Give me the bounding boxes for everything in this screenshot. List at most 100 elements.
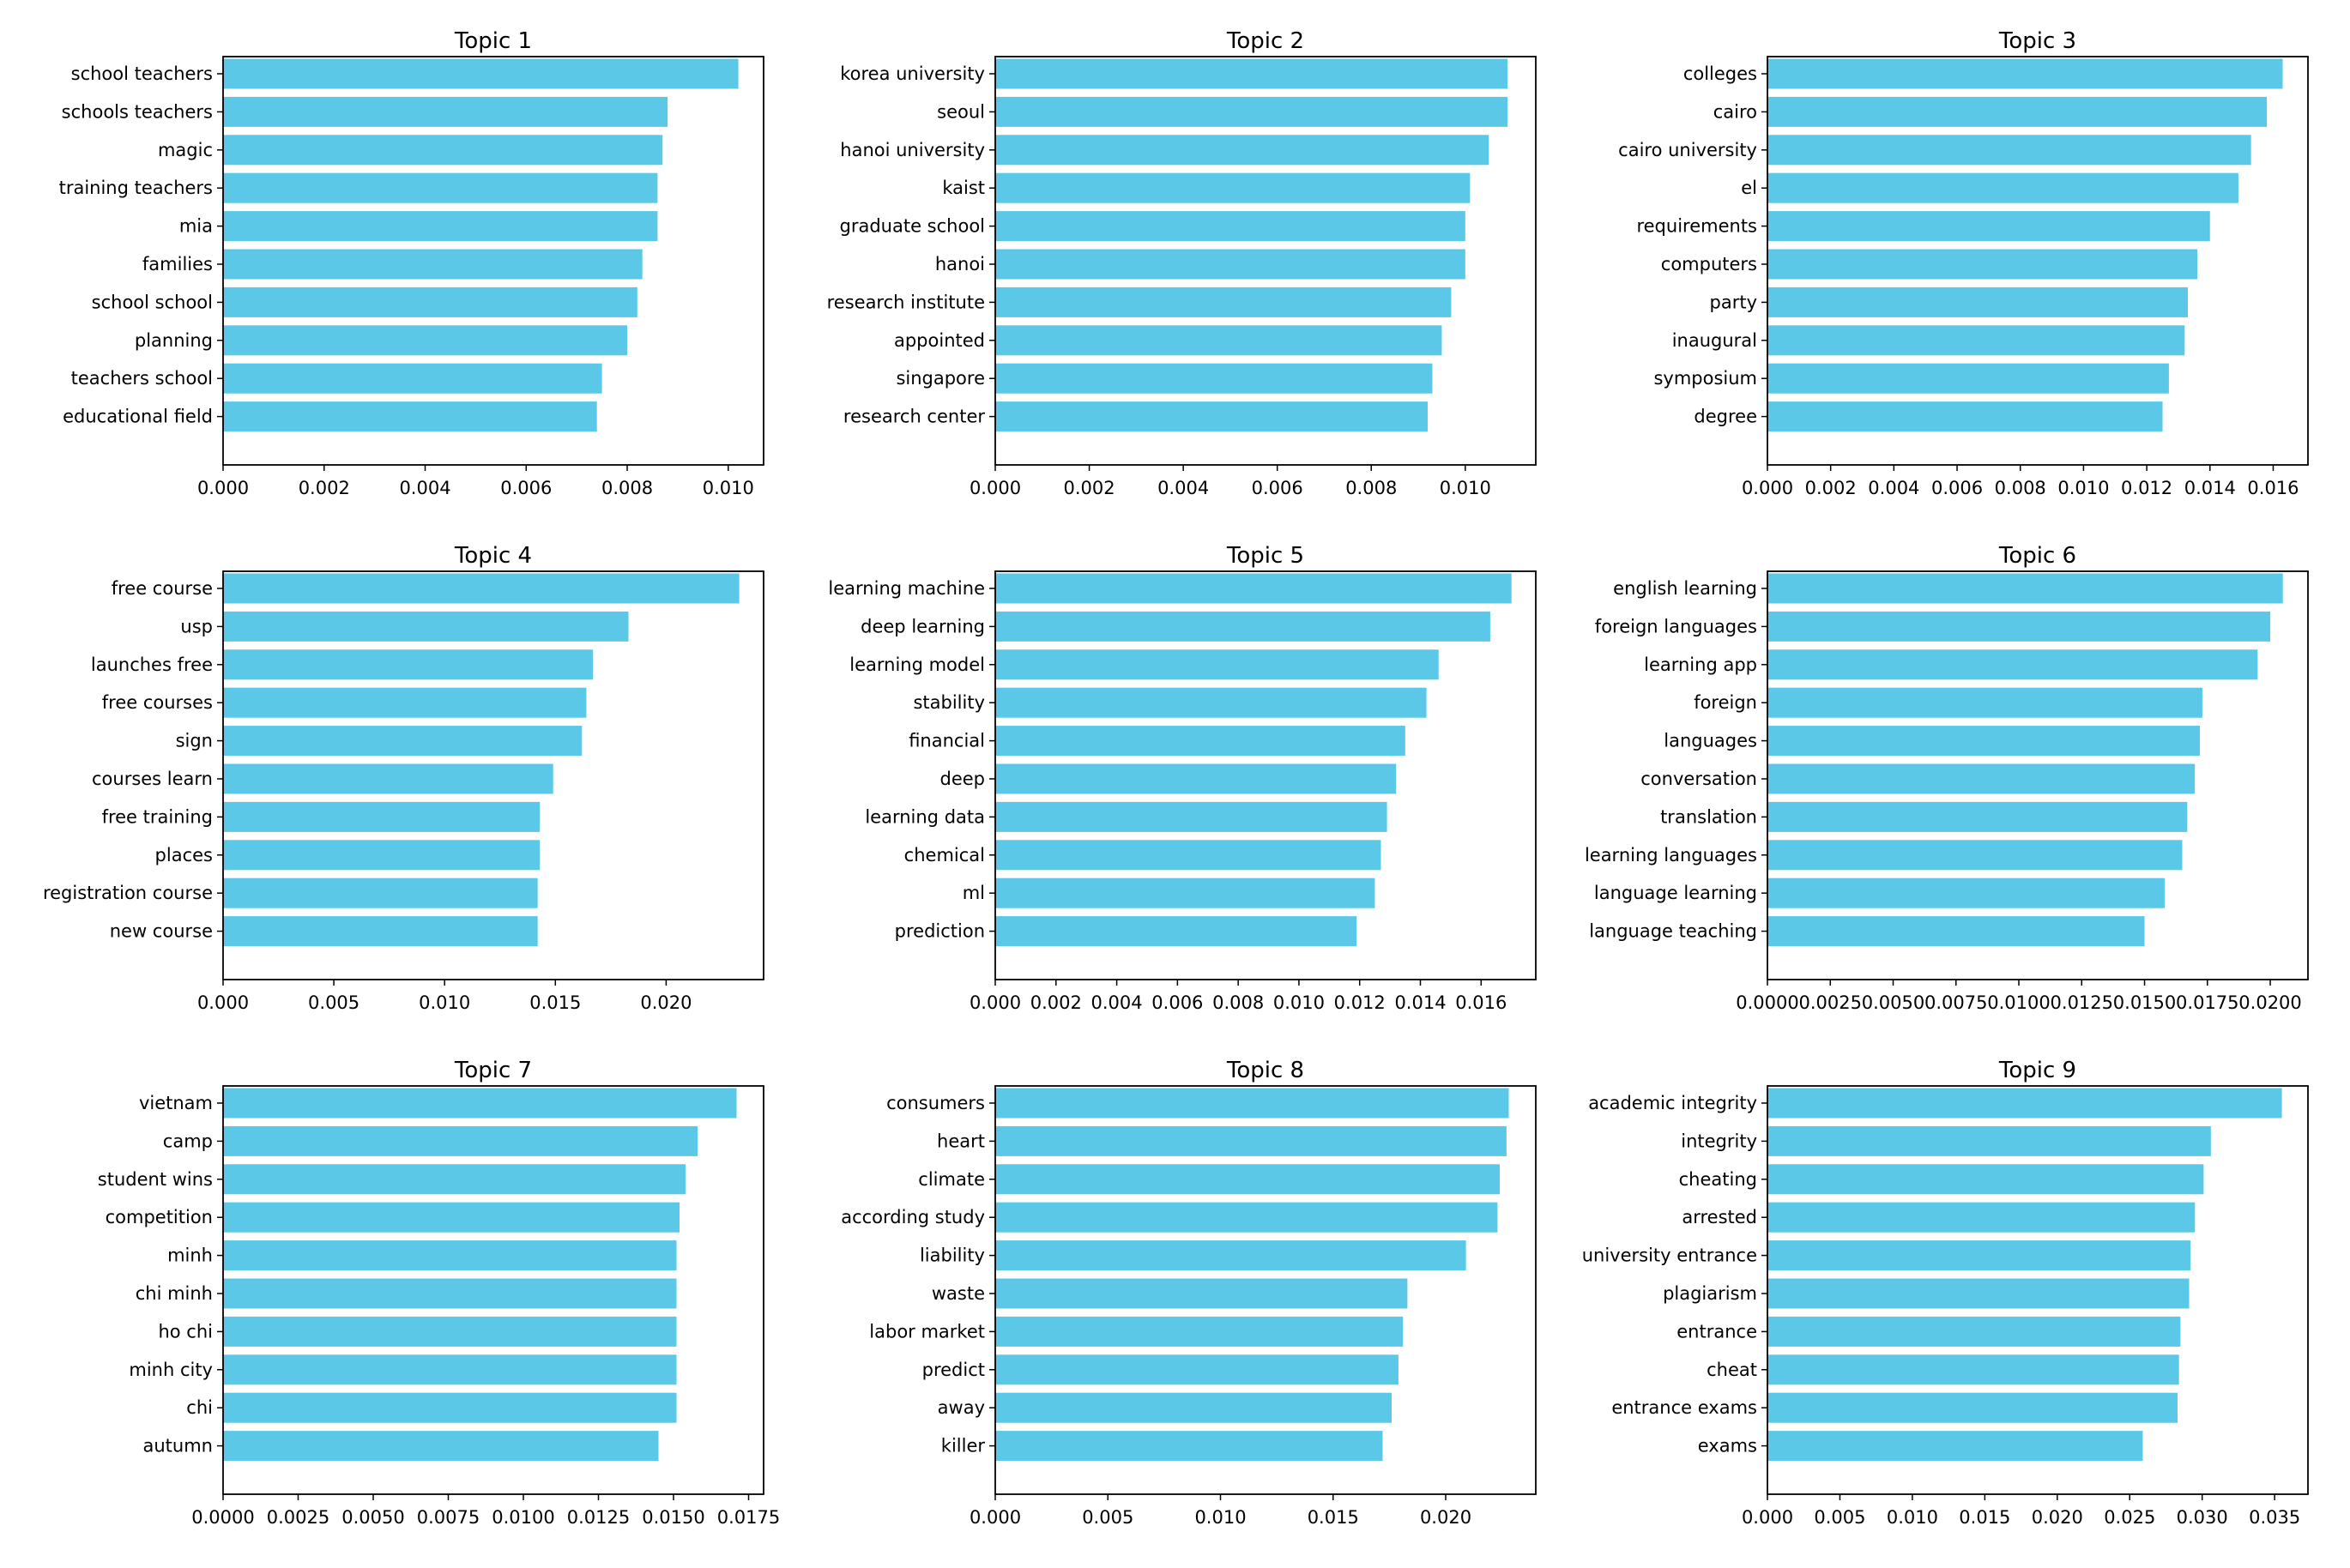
topic-6-category-label: languages xyxy=(1664,731,1757,751)
topic-1-bar xyxy=(223,401,597,432)
topic-9-category-label: entrance exams xyxy=(1611,1397,1757,1418)
topic-8-xtick-label: 0.010 xyxy=(1194,1507,1246,1528)
topic-7-bar xyxy=(223,1202,680,1233)
topic-9-bar xyxy=(1767,1240,2191,1271)
topic-9-category-label: university entrance xyxy=(1582,1245,1757,1266)
topic-2-category-label: appointed xyxy=(894,330,985,351)
topic-6-xtick-label: 0.0050 xyxy=(1862,992,1924,1013)
topic-1-chart: Topic 1 school teachers schools teachers ma… xyxy=(59,28,764,498)
topic-1-category-label: mia xyxy=(179,216,213,237)
topic-7-xtick-label: 0.0175 xyxy=(717,1507,780,1528)
topic-4-category-label: free course xyxy=(112,578,213,599)
topic-7-bar xyxy=(223,1240,677,1271)
topic-4-bar xyxy=(223,916,538,947)
topic-9-xtick-label: 0.025 xyxy=(2104,1507,2155,1528)
topic-9-category-label: cheat xyxy=(1707,1360,1757,1380)
topic-9-category-label: integrity xyxy=(1681,1131,1757,1151)
topic-1-bar xyxy=(223,249,643,280)
topic-5-xtick-label: 0.014 xyxy=(1394,992,1446,1013)
topic-2-bar xyxy=(995,172,1471,203)
topic-3-category-label: computers xyxy=(1661,254,1757,274)
topic-2-category-label: hanoi xyxy=(935,254,985,274)
topic-5-bar xyxy=(995,916,1357,947)
topic-9-bar xyxy=(1767,1164,2204,1195)
topic-3-category-label: colleges xyxy=(1683,63,1757,84)
topic-2-title: Topic 2 xyxy=(1226,28,1304,54)
topic-5-bar xyxy=(995,687,1427,718)
topic-3-category-label: degree xyxy=(1694,407,1757,427)
topic-4-category-label: sign xyxy=(176,731,213,751)
topic-1-bar xyxy=(223,58,739,89)
topic-9-xtick-label: 0.000 xyxy=(1742,1507,1793,1528)
topic-2-bar xyxy=(995,286,1452,317)
topic-7-category-label: camp xyxy=(163,1131,213,1151)
topic-8-category-label: away xyxy=(938,1397,985,1418)
topic-1-category-label: school teachers xyxy=(71,63,213,84)
topic-7-bar xyxy=(223,1431,659,1462)
topic-7-bar xyxy=(223,1125,698,1156)
topic-8-xtick-label: 0.020 xyxy=(1420,1507,1471,1528)
topic-9-bar xyxy=(1767,1431,2143,1462)
topic-8-title: Topic 8 xyxy=(1226,1058,1304,1083)
topic-6-xtick-label: 0.0125 xyxy=(2051,992,2113,1013)
topic-9-xtick-label: 0.005 xyxy=(1814,1507,1865,1528)
topic-4-title: Topic 4 xyxy=(454,543,532,569)
topic-1-xtick-label: 0.000 xyxy=(197,478,249,498)
topic-6-bar xyxy=(1767,801,2188,832)
topic-6-xtick-label: 0.0000 xyxy=(1736,992,1798,1013)
topic-5-xtick-label: 0.008 xyxy=(1212,992,1264,1013)
topic-6-xtick-label: 0.0100 xyxy=(1987,992,2050,1013)
topic-5-bar xyxy=(995,763,1397,794)
topic-1-xtick-label: 0.006 xyxy=(500,478,552,498)
topic-9-category-label: entrance xyxy=(1676,1321,1757,1342)
topic-7-bar xyxy=(223,1354,677,1385)
topic-8-bar xyxy=(995,1240,1466,1271)
topic-4-chart: Topic 4 free course usp launches free free c… xyxy=(43,543,764,1013)
topic-8-chart: Topic 8 consumers heart climate according st… xyxy=(841,1058,1537,1528)
topic-9-bar xyxy=(1767,1316,2181,1347)
topic-6-bar xyxy=(1767,573,2283,604)
topic-8-bar xyxy=(995,1202,1498,1233)
topic-1-bar xyxy=(223,325,628,356)
topic-4-category-label: launches free xyxy=(91,654,213,675)
topic-5-bar xyxy=(995,801,1387,832)
topic-4-xtick-label: 0.005 xyxy=(308,992,359,1013)
topic-1-axes-frame xyxy=(222,56,764,466)
topic-1-title: Topic 1 xyxy=(454,28,532,54)
topic-7-xtick-label: 0.0000 xyxy=(191,1507,254,1528)
topic-2-axes-frame xyxy=(994,56,1537,466)
topic-4-category-label: places xyxy=(155,845,213,865)
topic-1-xtick-label: 0.002 xyxy=(299,478,350,498)
topic-7-category-label: chi minh xyxy=(136,1283,213,1304)
topic-3-bar xyxy=(1767,401,2163,432)
topic-7-bar xyxy=(223,1316,677,1347)
topic-3-bar xyxy=(1767,286,2188,317)
topic-2-bar xyxy=(995,58,1508,89)
topic-1-bar xyxy=(223,211,658,242)
topic-8-bar xyxy=(995,1164,1500,1195)
topic-9-category-label: cheating xyxy=(1679,1169,1757,1190)
topic-6-bar xyxy=(1767,611,2271,642)
topic-8-xtick-label: 0.005 xyxy=(1082,1507,1133,1528)
topic-3-bar xyxy=(1767,172,2238,203)
topic-8-bar xyxy=(995,1316,1404,1347)
topic-6-category-label: language teaching xyxy=(1589,921,1757,942)
topic-7-xtick-label: 0.0025 xyxy=(267,1507,329,1528)
topic-3-category-label: el xyxy=(1741,178,1757,198)
topic-8-category-label: killer xyxy=(941,1436,986,1456)
topic-5-category-label: prediction xyxy=(895,921,985,942)
topic-6-title: Topic 6 xyxy=(1998,543,2076,569)
topic-4-xtick-label: 0.000 xyxy=(197,992,249,1013)
topic-4-bar xyxy=(223,611,629,642)
topic-3-category-label: requirements xyxy=(1636,216,1757,237)
topic-9-chart: Topic 9 academic integrity integrity cheati… xyxy=(1582,1058,2309,1528)
topic-7-xtick-label: 0.0050 xyxy=(341,1507,404,1528)
topic-7-category-label: vietnam xyxy=(139,1093,213,1113)
topic-8-category-label: consumers xyxy=(886,1093,985,1113)
topic-3-bar xyxy=(1767,249,2198,280)
topic-2-bar xyxy=(995,325,1442,356)
topic-2-category-label: singapore xyxy=(896,368,985,389)
topic-5-category-label: learning data xyxy=(865,806,985,827)
topic-5-category-label: chemical xyxy=(904,845,985,865)
topic-8-category-label: waste xyxy=(932,1283,985,1304)
